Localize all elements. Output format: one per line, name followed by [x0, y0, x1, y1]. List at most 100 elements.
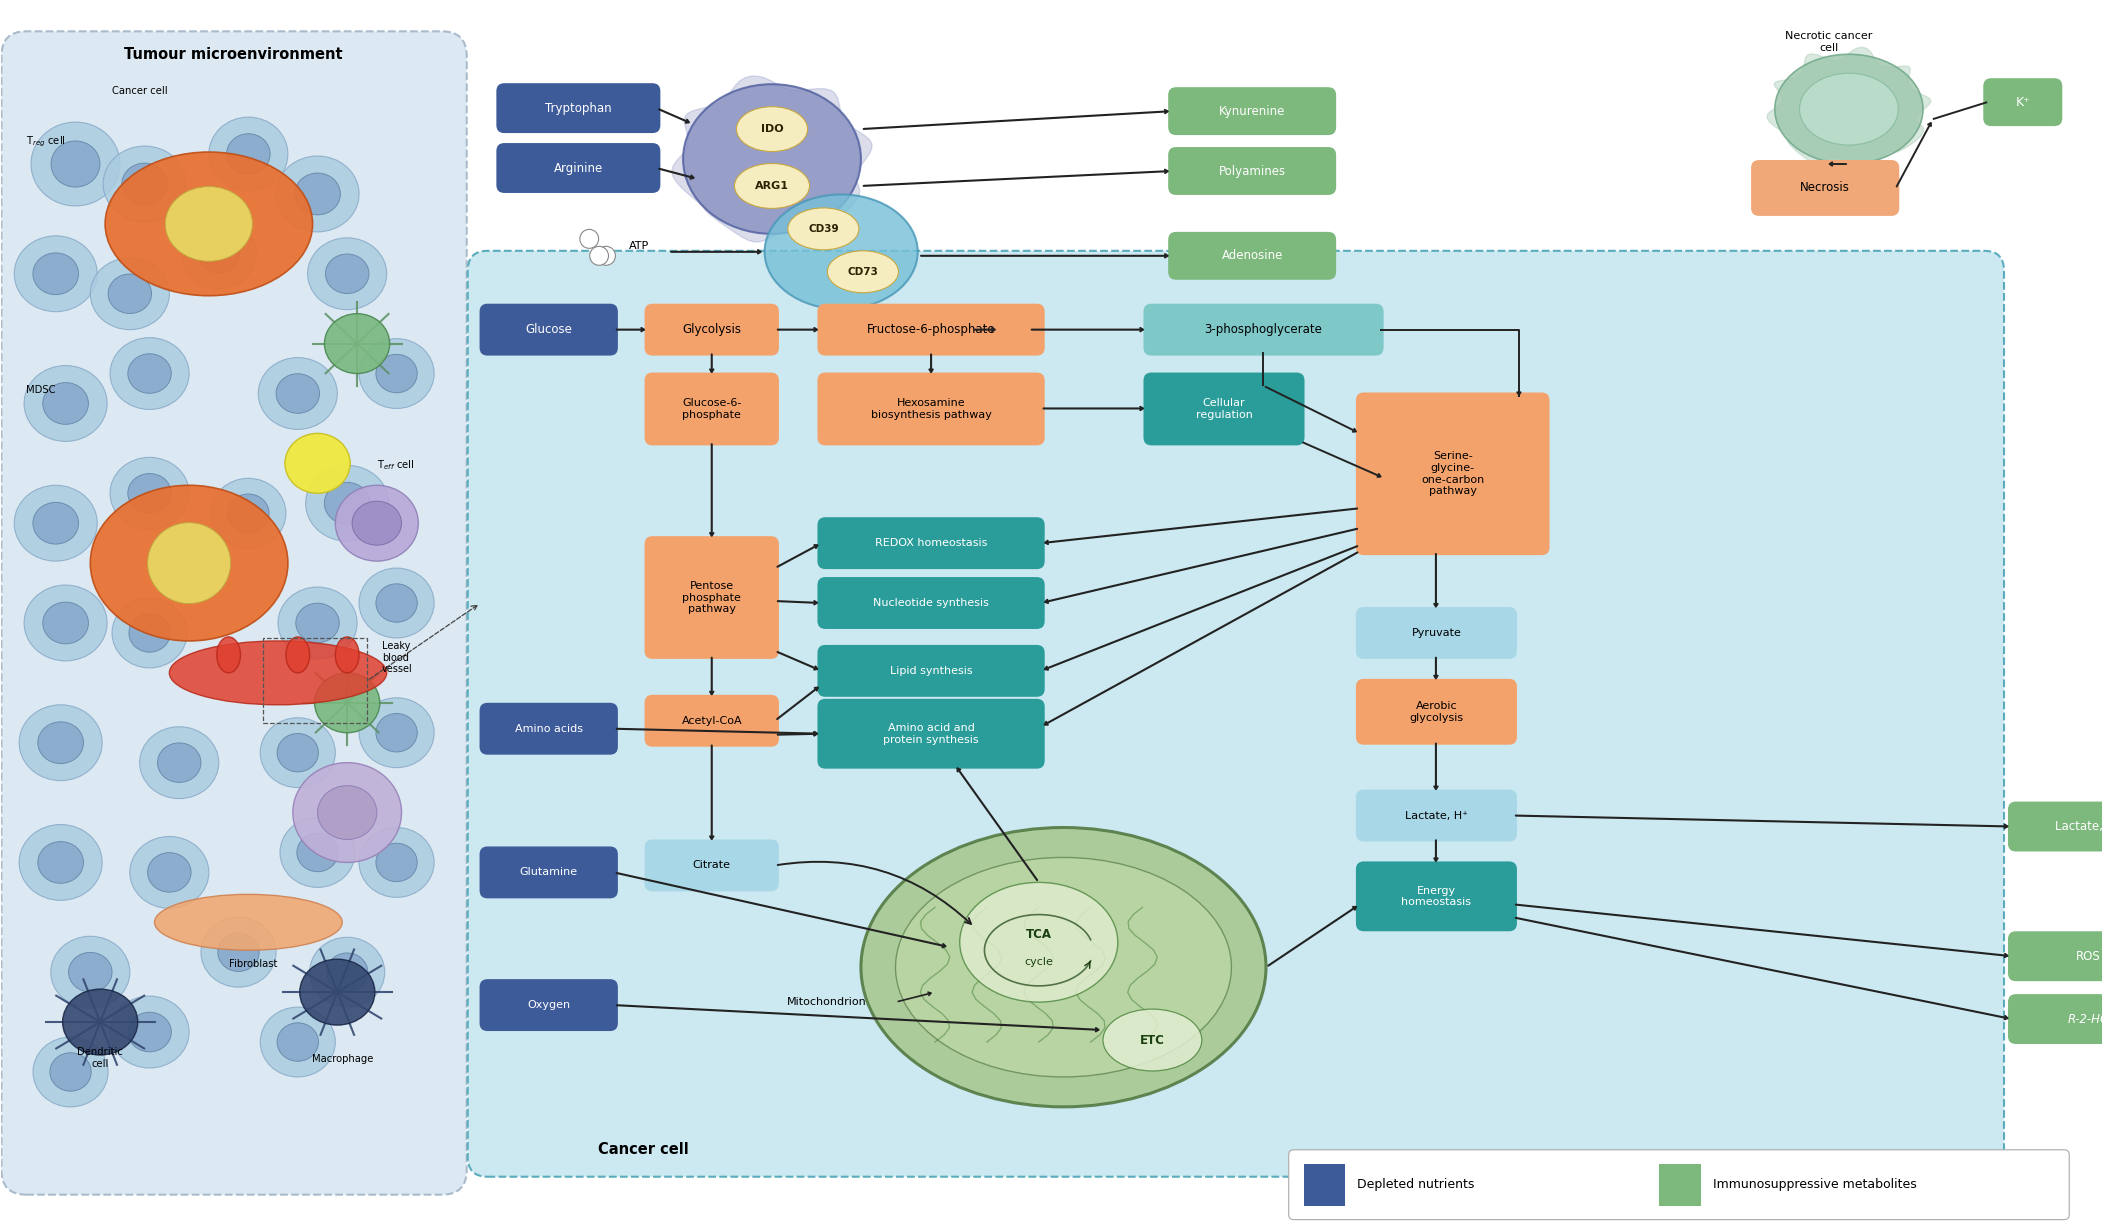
Ellipse shape: [861, 828, 1265, 1107]
Ellipse shape: [128, 473, 172, 512]
Ellipse shape: [104, 152, 313, 296]
FancyBboxPatch shape: [480, 703, 619, 755]
Ellipse shape: [15, 486, 98, 561]
Ellipse shape: [276, 1022, 319, 1062]
FancyBboxPatch shape: [644, 303, 778, 356]
Text: Serine-
glycine-
one-carbon
pathway: Serine- glycine- one-carbon pathway: [1420, 451, 1484, 497]
Ellipse shape: [376, 713, 417, 752]
FancyBboxPatch shape: [2007, 994, 2126, 1044]
FancyBboxPatch shape: [1356, 790, 1518, 841]
Ellipse shape: [959, 882, 1118, 1002]
Text: Amino acid and
protein synthesis: Amino acid and protein synthesis: [882, 723, 978, 745]
Ellipse shape: [166, 187, 253, 262]
FancyBboxPatch shape: [819, 645, 1044, 697]
Ellipse shape: [217, 933, 259, 971]
Ellipse shape: [155, 894, 342, 950]
Text: Necrosis: Necrosis: [1801, 181, 1850, 194]
Ellipse shape: [296, 174, 340, 215]
Text: Fibroblast: Fibroblast: [230, 959, 279, 969]
FancyBboxPatch shape: [2, 32, 468, 1195]
Ellipse shape: [682, 84, 861, 234]
Ellipse shape: [121, 163, 168, 204]
FancyBboxPatch shape: [2007, 931, 2126, 981]
Ellipse shape: [130, 837, 208, 909]
Ellipse shape: [310, 937, 385, 1007]
Ellipse shape: [23, 585, 106, 660]
Ellipse shape: [895, 857, 1231, 1077]
Ellipse shape: [1103, 1009, 1201, 1071]
Text: CD39: CD39: [808, 224, 838, 234]
Ellipse shape: [336, 637, 359, 673]
Text: ROS: ROS: [2077, 950, 2100, 963]
FancyBboxPatch shape: [495, 143, 661, 193]
Text: TCA: TCA: [1025, 928, 1052, 940]
Ellipse shape: [51, 937, 130, 1008]
FancyBboxPatch shape: [1303, 1164, 1346, 1206]
FancyBboxPatch shape: [1144, 303, 1384, 356]
Ellipse shape: [317, 785, 376, 839]
Ellipse shape: [170, 641, 387, 704]
Text: ARG1: ARG1: [755, 181, 789, 191]
Text: Pyruvate: Pyruvate: [1412, 627, 1461, 638]
Ellipse shape: [308, 237, 387, 309]
Text: IDO: IDO: [761, 124, 782, 135]
Ellipse shape: [325, 254, 370, 294]
Ellipse shape: [276, 374, 319, 413]
FancyBboxPatch shape: [1356, 607, 1518, 659]
Ellipse shape: [68, 953, 113, 992]
Ellipse shape: [23, 366, 106, 442]
Text: Arginine: Arginine: [553, 161, 604, 175]
Ellipse shape: [128, 1013, 172, 1052]
FancyBboxPatch shape: [480, 846, 619, 899]
Text: 3-phosphoglycerate: 3-phosphoglycerate: [1205, 323, 1322, 336]
Ellipse shape: [38, 841, 83, 883]
Circle shape: [589, 246, 608, 265]
Text: Lactate, H⁺: Lactate, H⁺: [2056, 819, 2122, 833]
Ellipse shape: [306, 465, 389, 541]
Ellipse shape: [259, 718, 336, 788]
Ellipse shape: [300, 959, 374, 1025]
FancyBboxPatch shape: [1144, 373, 1305, 445]
FancyBboxPatch shape: [819, 373, 1044, 445]
Text: R-2-HG: R-2-HG: [2066, 1013, 2109, 1026]
Polygon shape: [1767, 48, 1930, 171]
Circle shape: [597, 246, 614, 265]
Ellipse shape: [34, 1037, 108, 1107]
FancyBboxPatch shape: [1356, 393, 1550, 555]
Text: ATP: ATP: [629, 241, 648, 251]
Ellipse shape: [359, 698, 434, 768]
Text: T$_{reg}$ cell: T$_{reg}$ cell: [26, 135, 66, 149]
FancyBboxPatch shape: [819, 698, 1044, 768]
Text: Polyamines: Polyamines: [1218, 165, 1286, 177]
Ellipse shape: [111, 338, 189, 410]
Ellipse shape: [315, 673, 381, 733]
Ellipse shape: [276, 734, 319, 772]
Text: Cancer cell: Cancer cell: [597, 1142, 689, 1157]
Ellipse shape: [1799, 73, 1899, 146]
Ellipse shape: [1775, 54, 1924, 164]
Ellipse shape: [736, 106, 808, 152]
Polygon shape: [672, 76, 872, 242]
Ellipse shape: [147, 852, 191, 892]
FancyBboxPatch shape: [1984, 78, 2062, 126]
Text: Nucleotide synthesis: Nucleotide synthesis: [874, 598, 989, 608]
Ellipse shape: [359, 339, 434, 408]
FancyBboxPatch shape: [468, 251, 2005, 1177]
Ellipse shape: [293, 763, 402, 862]
FancyBboxPatch shape: [819, 517, 1044, 569]
Ellipse shape: [376, 583, 417, 623]
FancyBboxPatch shape: [1167, 147, 1335, 194]
FancyBboxPatch shape: [480, 980, 619, 1031]
Ellipse shape: [181, 219, 257, 289]
Ellipse shape: [89, 258, 170, 330]
Ellipse shape: [43, 602, 89, 643]
Ellipse shape: [376, 355, 417, 393]
Ellipse shape: [765, 194, 918, 309]
Circle shape: [580, 230, 600, 248]
FancyBboxPatch shape: [1752, 160, 1899, 216]
Ellipse shape: [276, 157, 359, 232]
Ellipse shape: [19, 704, 102, 780]
Text: Oxygen: Oxygen: [527, 1000, 570, 1010]
FancyBboxPatch shape: [644, 695, 778, 747]
Ellipse shape: [325, 313, 389, 373]
